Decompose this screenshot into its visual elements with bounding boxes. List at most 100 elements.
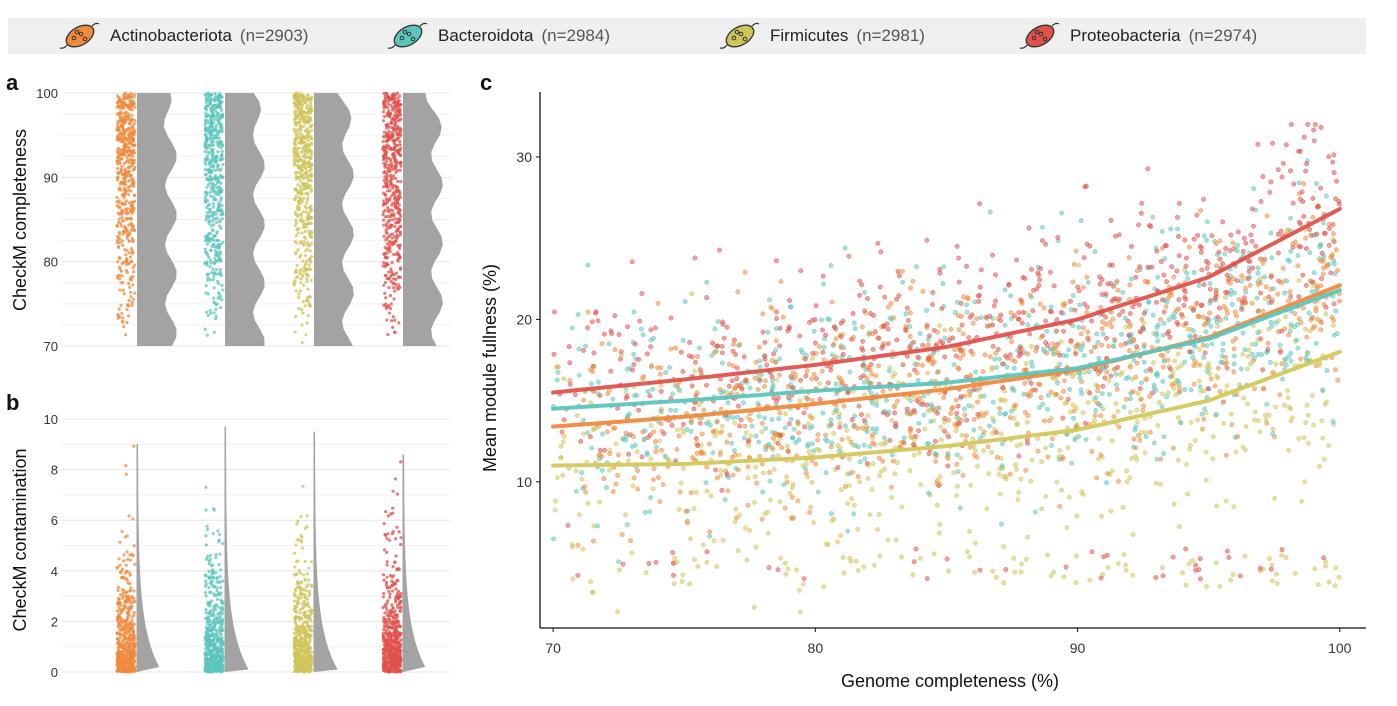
data-point — [399, 153, 403, 158]
data-point — [306, 143, 310, 147]
data-point — [125, 578, 129, 582]
data-point — [1321, 456, 1327, 462]
data-point — [121, 607, 125, 612]
data-point — [205, 253, 210, 257]
data-point — [203, 157, 207, 162]
data-point — [391, 92, 395, 96]
data-point — [396, 220, 400, 225]
density-half-violin — [314, 431, 338, 672]
data-point — [292, 599, 296, 603]
data-point — [216, 591, 220, 595]
data-point — [122, 559, 126, 563]
data-point — [1018, 569, 1024, 575]
data-point — [395, 492, 400, 496]
data-point — [118, 205, 122, 209]
data-point — [1319, 418, 1325, 424]
data-point — [117, 307, 121, 311]
data-point — [938, 424, 944, 430]
data-point — [132, 228, 136, 232]
data-point — [395, 285, 399, 290]
strip-bacteroidota — [203, 91, 265, 346]
data-point — [395, 525, 399, 529]
data-point — [120, 529, 124, 534]
data-point — [398, 625, 402, 629]
data-point — [214, 123, 218, 127]
data-point — [129, 189, 133, 193]
data-point — [385, 580, 389, 585]
data-point — [954, 493, 959, 499]
data-point — [1217, 584, 1223, 589]
data-point — [978, 425, 983, 431]
data-point — [132, 589, 136, 593]
data-point — [687, 581, 692, 587]
data-point — [397, 530, 401, 534]
data-point — [204, 140, 208, 144]
data-point — [116, 137, 120, 142]
data-point — [851, 502, 857, 508]
data-point — [1087, 577, 1093, 583]
data-point — [397, 283, 401, 287]
data-point — [115, 175, 120, 180]
data-point — [132, 633, 136, 637]
data-point — [295, 636, 299, 641]
data-point — [298, 289, 303, 293]
data-point — [303, 101, 308, 105]
data-point — [292, 591, 296, 595]
data-point — [391, 622, 395, 626]
data-point — [216, 167, 220, 171]
data-point — [1043, 445, 1048, 451]
data-point — [204, 638, 208, 643]
data-point — [305, 279, 309, 284]
data-point — [681, 466, 686, 471]
data-point — [397, 595, 401, 600]
data-point — [299, 596, 303, 600]
data-point — [309, 235, 313, 239]
data-point — [213, 628, 217, 632]
data-point — [394, 217, 398, 221]
data-point — [214, 314, 218, 318]
data-point — [298, 179, 302, 183]
data-point — [1119, 370, 1125, 375]
data-point — [205, 263, 209, 267]
data-point — [399, 536, 403, 540]
data-point — [1085, 400, 1091, 406]
data-point — [382, 154, 386, 158]
data-point — [126, 179, 131, 183]
data-point — [392, 140, 396, 144]
data-point — [381, 146, 385, 150]
data-point — [203, 247, 207, 251]
data-point — [210, 210, 214, 214]
data-point — [384, 159, 389, 163]
data-point — [293, 658, 297, 663]
data-point — [123, 179, 127, 184]
data-point — [384, 533, 388, 538]
data-point — [304, 201, 309, 205]
data-point — [214, 571, 218, 575]
data-point — [124, 627, 128, 632]
data-point — [124, 253, 128, 257]
data-point — [1187, 446, 1193, 452]
data-point — [1019, 561, 1024, 567]
data-point — [393, 626, 398, 631]
data-point — [208, 207, 212, 211]
data-point — [208, 618, 212, 623]
data-point — [829, 518, 835, 524]
data-point — [217, 645, 221, 649]
data-point — [217, 136, 221, 140]
data-point — [817, 447, 822, 453]
data-point — [120, 596, 124, 600]
data-point — [382, 178, 386, 182]
data-point — [294, 153, 298, 157]
data-point — [692, 557, 698, 563]
data-point — [119, 153, 123, 157]
data-point — [1330, 323, 1336, 329]
data-point — [205, 527, 210, 531]
data-point — [942, 327, 948, 333]
data-point — [305, 103, 309, 107]
data-point — [292, 157, 296, 161]
data-point — [306, 110, 310, 114]
data-point — [306, 642, 310, 646]
data-point — [306, 218, 310, 222]
data-point — [876, 511, 882, 517]
data-point — [388, 196, 392, 200]
